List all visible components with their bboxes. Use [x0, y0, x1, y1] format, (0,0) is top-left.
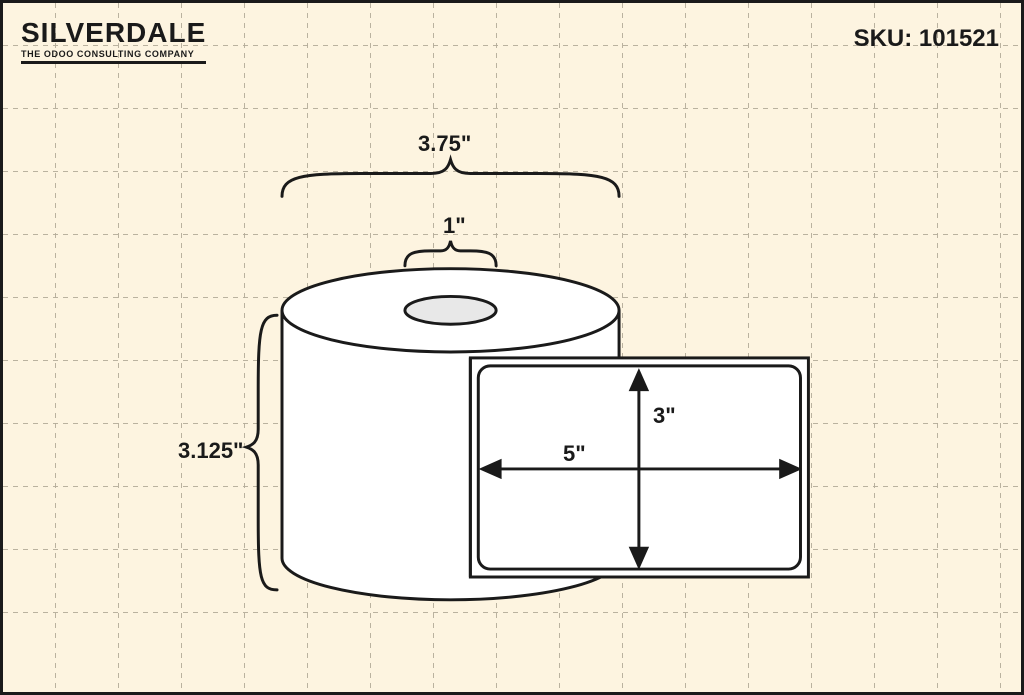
roll-diagram [3, 3, 1021, 692]
dim-roll-width-brace [246, 315, 277, 590]
dim-roll-diameter-brace [282, 160, 619, 197]
dim-core-brace [405, 241, 496, 266]
dim-label-height-label: 3" [653, 403, 676, 429]
dim-roll-diameter-label: 3.75" [418, 131, 471, 157]
product-spec-canvas: SILVERDALE THE ODOO CONSULTING COMPANY S… [0, 0, 1024, 695]
dim-core-label: 1" [443, 213, 466, 239]
dim-roll-width-label: 3.125" [178, 438, 243, 464]
dim-label-width-label: 5" [563, 441, 586, 467]
